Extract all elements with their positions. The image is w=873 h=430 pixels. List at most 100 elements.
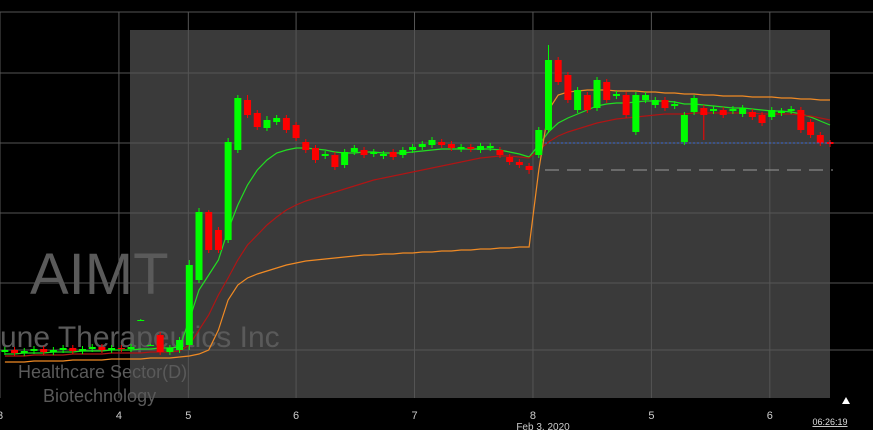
watermark-sector: Healthcare Sector(D): [18, 362, 187, 382]
candle-body: [341, 152, 349, 165]
candle-body: [544, 60, 552, 130]
candle-body: [370, 152, 378, 154]
clock: 06:26:19: [812, 417, 847, 427]
candle-body: [59, 348, 67, 350]
candle-body: [564, 75, 572, 100]
candle-body: [331, 155, 339, 167]
candle-body: [389, 152, 397, 157]
candle-body: [554, 60, 562, 82]
candle-body: [477, 146, 485, 150]
scroll-arrow[interactable]: [842, 397, 850, 404]
candle-body: [399, 150, 407, 155]
candle-body: [768, 110, 776, 117]
x-tick-label: 8: [530, 410, 536, 422]
candle-body: [409, 147, 417, 150]
candle-body: [700, 108, 708, 115]
candle-body: [807, 122, 815, 135]
candle-body: [224, 142, 232, 240]
moving-average-line: [4, 89, 830, 363]
candle-body: [49, 350, 57, 352]
candle-body: [360, 150, 368, 155]
candle-body: [486, 146, 494, 148]
candle-body: [321, 154, 329, 156]
candle-body: [438, 142, 446, 145]
candle-body: [263, 120, 271, 128]
candle-body: [642, 95, 650, 100]
candle-body: [447, 144, 455, 148]
date-label: Feb 3, 2020: [516, 422, 570, 430]
x-tick-label: 3: [0, 410, 3, 422]
candle-body: [457, 147, 465, 149]
candle-body: [69, 348, 77, 351]
candle-body: [506, 157, 514, 162]
x-tick-label: 4: [116, 410, 122, 422]
candle-body: [612, 94, 620, 96]
candle-body: [350, 148, 358, 152]
candle-body: [680, 115, 688, 142]
candle-body: [729, 109, 737, 111]
candle-body: [292, 125, 300, 138]
candle-body: [98, 347, 106, 350]
candle-body: [137, 320, 145, 321]
candle-body: [253, 113, 261, 127]
candle-body: [739, 108, 747, 114]
candle-body: [777, 111, 785, 113]
candle-body: [185, 265, 193, 345]
candle-body: [632, 95, 640, 132]
watermark-symbol: AIMT: [30, 242, 169, 307]
candle-body: [719, 110, 727, 115]
candle-body: [176, 340, 184, 350]
candle-body: [166, 348, 174, 352]
candle-body: [661, 100, 669, 108]
candle-body: [758, 115, 766, 123]
candle-body: [603, 82, 611, 100]
candle-body: [428, 140, 436, 145]
candle-body: [127, 347, 135, 349]
plot-area: [130, 30, 830, 398]
x-tick-label: 6: [767, 410, 773, 422]
candle-body: [117, 348, 125, 349]
candle-body: [574, 90, 582, 110]
candle-body: [146, 345, 154, 346]
candle-body: [748, 112, 756, 117]
x-tick-label: 5: [185, 410, 191, 422]
candle-body: [214, 230, 222, 250]
x-tick-label: 5: [648, 410, 654, 422]
candle-body: [205, 212, 213, 250]
candle-body: [671, 104, 679, 106]
candle-body: [30, 349, 38, 351]
candle-body: [710, 109, 718, 111]
candle-body: [418, 144, 426, 147]
candle-body: [535, 130, 543, 155]
candle-body: [797, 110, 805, 130]
x-tick-label: 7: [411, 410, 417, 422]
candle-body: [690, 98, 698, 112]
candle-body: [311, 148, 319, 160]
candle-body: [156, 335, 164, 352]
candle-body: [282, 118, 290, 130]
candle-body: [234, 98, 242, 150]
candle-body: [195, 212, 203, 280]
moving-average-line: [4, 112, 831, 357]
candle-body: [593, 80, 601, 108]
candle-body: [108, 348, 116, 350]
candle-body: [467, 147, 475, 149]
candle-body: [379, 154, 387, 156]
candle-body: [787, 109, 795, 111]
candle-body: [79, 349, 87, 351]
candle-body: [651, 100, 659, 105]
candle-body: [515, 162, 523, 165]
candle-body: [496, 150, 504, 155]
candle-body: [302, 142, 310, 150]
candle-body: [1, 350, 9, 352]
watermark-industry: Biotechnology: [43, 386, 156, 406]
candle-body: [40, 349, 48, 352]
candle-body: [816, 135, 824, 143]
x-tick-label: 6: [293, 410, 299, 422]
candle-body: [20, 351, 28, 353]
candle-body: [525, 166, 533, 170]
candle-body: [244, 100, 252, 115]
candle-body: [88, 347, 96, 349]
candle-body: [273, 118, 281, 122]
